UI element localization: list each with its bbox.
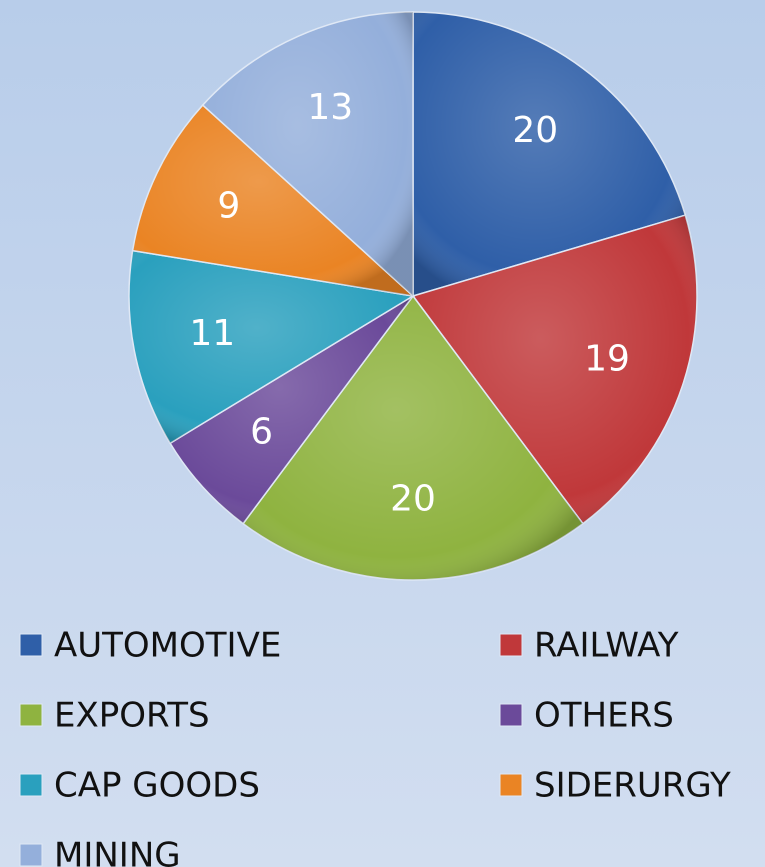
slice-label: 9: [217, 185, 240, 226]
slice-label: 11: [189, 313, 235, 354]
slice-label: 20: [390, 478, 436, 519]
legend-swatch: [499, 773, 523, 797]
legend-swatch: [499, 633, 523, 657]
legend-label: RAILWAY: [534, 626, 679, 666]
legend-label: EXPORTS: [54, 696, 210, 736]
legend-label: MINING: [54, 836, 181, 867]
legend-swatch: [19, 843, 43, 867]
slice-label: 6: [250, 411, 273, 452]
legend-label: OTHERS: [534, 696, 674, 736]
slice-label: 20: [512, 110, 558, 151]
legend-label: CAP GOODS: [54, 766, 260, 806]
legend-swatch: [499, 703, 523, 727]
slice-label: 13: [307, 87, 353, 128]
slice-label: 19: [584, 338, 630, 379]
legend-swatch: [19, 773, 43, 797]
legend-swatch: [19, 703, 43, 727]
legend-label: SIDERURGY: [534, 766, 731, 806]
legend-swatch: [19, 633, 43, 657]
legend-label: AUTOMOTIVE: [54, 626, 281, 666]
pie: 20 19 20 6 11 9 13: [128, 11, 698, 581]
legend: AUTOMOTIVE RAILWAY EXPORTS OTHERS CAP GOODS S…: [19, 626, 731, 867]
